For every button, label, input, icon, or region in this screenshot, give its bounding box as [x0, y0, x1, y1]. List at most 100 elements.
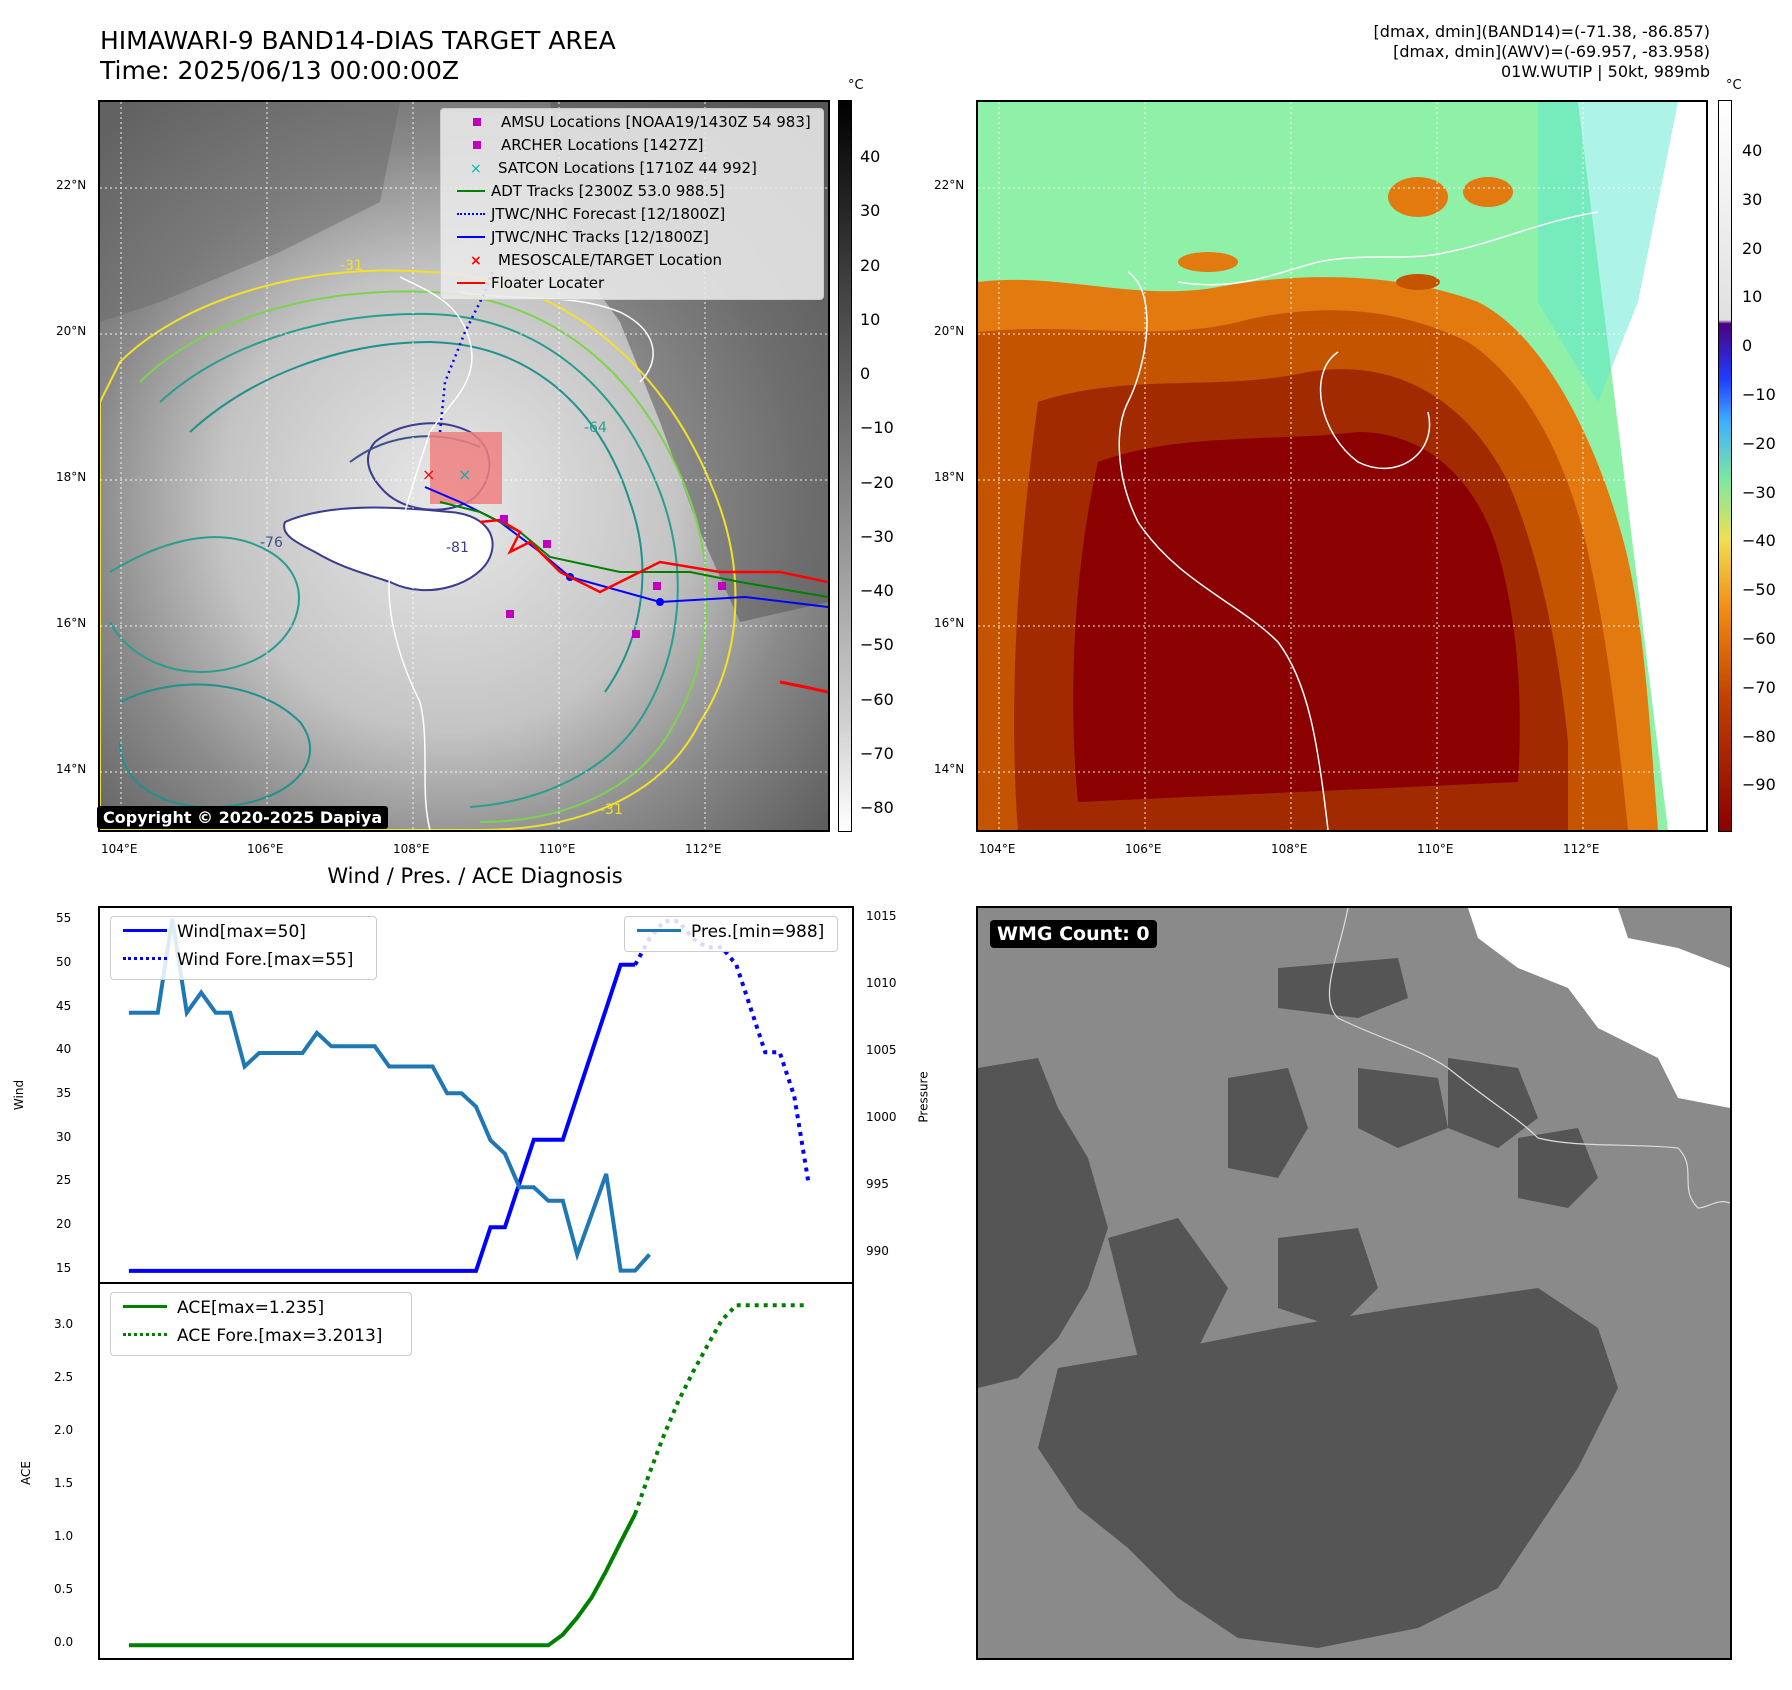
left-colorbar-tick-10: −60	[860, 689, 894, 709]
info-line-3: 01W.WUTIP | 50kt, 989mb	[1500, 62, 1710, 81]
ace-plot	[128, 1303, 809, 1648]
info-line-2: [dmax, dmin](AWV)=(-69.957, -83.958)	[1393, 42, 1710, 61]
right-colorbar-tick-6: −20	[1742, 433, 1776, 453]
wind-y-tick-1: 20	[56, 1217, 72, 1232]
ace-line-icon	[123, 1305, 167, 1308]
ace-y-tick-1: 0.5	[54, 1582, 74, 1597]
legend-item-archer: ARCHER Locations [1427Z]	[457, 136, 704, 154]
wind-legend: Wind[max=50] Wind Fore.[max=55]	[110, 916, 377, 980]
wind-svg-series-1	[633, 919, 811, 1184]
amsu-marker-icon	[473, 118, 481, 126]
top-right-info: [dmax, dmin](BAND14)=(-71.38, -86.857) […	[1374, 22, 1710, 82]
left-colorbar-tick-5: −10	[860, 418, 894, 438]
right-colorbar	[1718, 100, 1732, 832]
pressure-legend: Pres.[min=988]	[624, 916, 838, 952]
svg-text:-31: -31	[340, 258, 363, 274]
left-lat-tick-3: 16°N	[56, 616, 87, 630]
ace-y-tick-2: 1.0	[54, 1529, 74, 1543]
pressure-y-tick-1: 995	[866, 1177, 889, 1192]
right-colorbar-tick-5: −10	[1742, 385, 1776, 404]
adt-line-icon	[457, 190, 485, 192]
legend-item-floater: Floater Locater	[457, 274, 604, 292]
track-legend: AMSU Locations [NOAA19/1430Z 54 983] ARC…	[440, 108, 824, 300]
right-colorbar-tick-11: −70	[1742, 677, 1776, 697]
legend-item-amsu: AMSU Locations [NOAA19/1430Z 54 983]	[457, 113, 811, 131]
awv-map-image	[978, 102, 1706, 830]
wmg-count-badge: WMG Count: 0	[990, 920, 1157, 948]
legend-item-wind-forecast: Wind Fore.[max=55]	[123, 951, 353, 969]
left-colorbar-tick-0: 40	[860, 147, 881, 166]
left-lat-tick-4: 14°N	[56, 762, 87, 776]
right-lon-tick-4: 112°E	[1563, 842, 1600, 856]
left-colorbar-tick-2: 20	[860, 255, 881, 275]
archer-marker-icon	[473, 141, 481, 149]
right-colorbar-tick-8: −40	[1742, 531, 1776, 551]
title-line-2: Time: 2025/06/13 00:00:00Z	[100, 56, 459, 85]
wind-svg-series-2	[128, 918, 651, 1273]
floater-line-icon	[457, 282, 485, 284]
svg-text:-76: -76	[260, 535, 283, 551]
right-colorbar-tick-3: 10	[1742, 287, 1763, 307]
wind-y-tick-5: 40	[56, 1042, 72, 1057]
legend-item-pressure: Pres.[min=988]	[637, 923, 824, 941]
wind-y-tick-7: 50	[56, 954, 72, 969]
wind-forecast-line-icon	[123, 957, 167, 960]
ace-y-tick-3: 1.5	[54, 1475, 74, 1490]
svg-text:×: ×	[422, 465, 435, 484]
tracks-line-icon	[457, 236, 485, 238]
left-colorbar-tick-12: −80	[860, 798, 894, 817]
right-lat-tick-3: 16°N	[934, 616, 965, 630]
pressure-y-tick-2: 1000	[866, 1110, 897, 1125]
svg-text:-64: -64	[584, 420, 607, 436]
left-colorbar-tick-6: −20	[860, 472, 894, 492]
left-colorbar	[838, 100, 852, 832]
wind-svg-series-0	[128, 962, 636, 1273]
pressure-axis-label: Pressure	[916, 1071, 931, 1123]
awv-map-panel	[976, 100, 1708, 832]
left-lat-tick-1: 20°N	[56, 324, 87, 338]
legend-item-tracks: JTWC/NHC Tracks [12/1800Z]	[457, 228, 709, 246]
ace-axis-label: ACE	[18, 1461, 33, 1485]
wind-line-icon	[123, 929, 167, 932]
target-marker-icon: ×	[470, 253, 482, 269]
right-lat-tick-1: 20°N	[934, 324, 965, 338]
right-colorbar-tick-0: 40	[1742, 141, 1763, 160]
ace-y-tick-4: 2.0	[54, 1422, 74, 1437]
wind-pressure-chart	[98, 906, 854, 1284]
wind-y-tick-0: 15	[56, 1260, 72, 1275]
pressure-line-icon	[637, 929, 681, 932]
ace-svg-series-0	[128, 1513, 637, 1648]
right-colorbar-tick-10: −60	[1742, 629, 1776, 648]
figure-title: HIMAWARI-9 BAND14-DIAS TARGET AREA Time: …	[100, 26, 616, 86]
left-lat-tick-2: 18°N	[56, 470, 87, 484]
satcon-marker-icon: ×	[470, 161, 482, 177]
right-colorbar-tick-1: 30	[1742, 189, 1763, 209]
right-colorbar-tick-12: −80	[1742, 726, 1776, 746]
wind-y-tick-3: 30	[56, 1129, 72, 1144]
title-line-1: HIMAWARI-9 BAND14-DIAS TARGET AREA	[100, 26, 616, 55]
left-colorbar-tick-4: 0	[860, 364, 871, 383]
svg-text:×: ×	[458, 465, 471, 484]
svg-text:-81: -81	[446, 540, 469, 556]
legend-item-ace-forecast: ACE Fore.[max=3.2013]	[123, 1327, 382, 1345]
right-lon-tick-3: 110°E	[1417, 842, 1454, 856]
wind-y-tick-6: 45	[56, 998, 72, 1013]
left-lat-tick-0: 22°N	[56, 178, 87, 192]
left-colorbar-tick-3: 10	[860, 309, 881, 329]
right-colorbar-tick-2: 20	[1742, 238, 1763, 258]
left-lon-tick-3: 110°E	[539, 842, 576, 856]
diagnosis-title: Wind / Pres. / ACE Diagnosis	[327, 864, 623, 888]
ace-svg-series-1	[633, 1303, 809, 1515]
ace-y-tick-0: 0.0	[54, 1635, 74, 1650]
left-lon-tick-0: 104°E	[101, 842, 138, 856]
wind-y-tick-2: 25	[56, 1173, 72, 1188]
wind-y-tick-8: 55	[56, 911, 72, 926]
right-colorbar-tick-13: −90	[1742, 775, 1776, 795]
legend-item-wind: Wind[max=50]	[123, 923, 306, 941]
right-colorbar-tick-4: 0	[1742, 336, 1753, 356]
right-lon-tick-2: 108°E	[1271, 842, 1308, 856]
ace-y-tick-5: 2.5	[54, 1369, 74, 1384]
legend-item-target: × MESOSCALE/TARGET Location	[470, 251, 723, 269]
legend-item-forecast: JTWC/NHC Forecast [12/1800Z]	[457, 205, 725, 223]
left-lon-tick-1: 106°E	[247, 842, 284, 856]
